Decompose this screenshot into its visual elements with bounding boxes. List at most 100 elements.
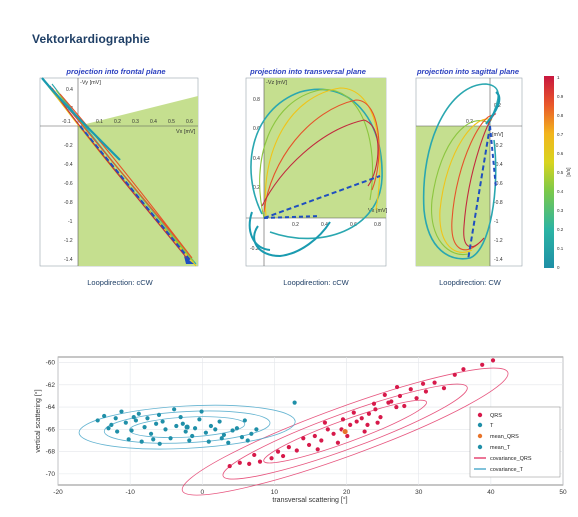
frontal-ytick-0: 0.4 bbox=[66, 87, 73, 93]
x-tick-label: 30 bbox=[415, 489, 423, 496]
qrs-point bbox=[382, 392, 387, 397]
legend-box bbox=[469, 406, 561, 478]
t-point bbox=[203, 430, 208, 435]
frontal-caption: Loopdirection: cCW bbox=[87, 278, 153, 287]
sagittal-ytick-4: -0.8 bbox=[494, 200, 503, 206]
transversal-title: projection into transversal plane bbox=[249, 67, 366, 76]
sagittal-ytick-7: -1.4 bbox=[494, 257, 503, 263]
frontal-ytick-2: -0.2 bbox=[64, 143, 73, 149]
t-point bbox=[239, 435, 245, 440]
t-point bbox=[168, 436, 173, 441]
qrs-point bbox=[423, 389, 429, 394]
qrs-point bbox=[322, 420, 328, 425]
legend-qrs-marker bbox=[477, 412, 483, 418]
legend-meant-marker bbox=[477, 444, 483, 450]
t-point bbox=[157, 441, 162, 446]
qrs-point bbox=[286, 445, 291, 450]
covariance-qrs-ellipse bbox=[222, 383, 468, 480]
legend-meanqrs-marker bbox=[477, 433, 483, 439]
t-point bbox=[106, 426, 111, 431]
t-point bbox=[292, 400, 297, 405]
qrs-point bbox=[257, 459, 263, 464]
frontal-xtick-2: 0.2 bbox=[114, 119, 121, 125]
t-point bbox=[95, 418, 100, 423]
scatter-points bbox=[95, 358, 496, 469]
frontal-ytick-3: -0.4 bbox=[64, 162, 73, 168]
qrs-point bbox=[312, 433, 317, 439]
qrs-point bbox=[389, 399, 394, 404]
frontal-ytick-4: -0.6 bbox=[64, 181, 73, 187]
x-tick-label: 10 bbox=[271, 489, 279, 496]
t-point bbox=[129, 428, 134, 433]
frontal-plane-fill bbox=[78, 96, 198, 266]
colorbar-tick-0: 1 bbox=[557, 75, 560, 80]
legend-covt-label: covariance_T bbox=[490, 467, 524, 473]
colorbar-tick-5: 0.5 bbox=[557, 170, 564, 175]
sagittal-mean-vector bbox=[467, 125, 491, 261]
transversal-t-vector bbox=[263, 215, 321, 219]
t-point bbox=[139, 439, 144, 444]
colorbar-tick-6: 0.4 bbox=[557, 189, 564, 194]
qrs-point bbox=[461, 367, 466, 372]
colorbar-tick-1: 0.9 bbox=[557, 94, 564, 99]
t-point bbox=[254, 427, 259, 432]
qrs-point bbox=[351, 410, 356, 415]
t-point bbox=[245, 438, 250, 443]
t-point bbox=[242, 418, 247, 423]
legend-qrs-label: QRS bbox=[490, 413, 502, 419]
frontal-ytick-6: -1 bbox=[68, 219, 73, 225]
qrs-point bbox=[331, 431, 336, 436]
sagittal-panel: projection into sagittal plane [mV] 0.2 … bbox=[415, 67, 523, 287]
covariance-qrs-ellipse bbox=[263, 399, 427, 464]
t-point bbox=[180, 421, 185, 426]
t-point bbox=[230, 428, 235, 433]
scatter-ticks: -20 -10 0 10 20 30 40 50 -60 -62 -64 -66 -68 -70 bbox=[46, 360, 567, 496]
t-point bbox=[174, 423, 179, 429]
t-point bbox=[113, 416, 118, 421]
colorbar-tick-9: 0.1 bbox=[557, 246, 564, 251]
qrs-point bbox=[359, 416, 364, 421]
qrs-point bbox=[373, 407, 378, 412]
x-tick-label: -20 bbox=[53, 489, 63, 496]
frontal-xtick-1: 0.1 bbox=[96, 119, 103, 125]
t-point bbox=[133, 418, 139, 423]
sagittal-plane-fill bbox=[416, 126, 490, 266]
frontal-xtick-6: 0.6 bbox=[186, 119, 193, 125]
x-tick-label: 20 bbox=[343, 489, 351, 496]
qrs-point bbox=[227, 463, 232, 469]
t-point bbox=[151, 437, 156, 442]
t-point bbox=[234, 426, 240, 431]
qrs-point bbox=[408, 387, 413, 392]
t-point bbox=[190, 433, 195, 439]
page-title: Vektorkardiographie bbox=[32, 32, 150, 46]
qrs-point bbox=[340, 417, 346, 422]
qrs-point bbox=[315, 447, 320, 452]
colorbar-tick-10: 0 bbox=[557, 265, 560, 270]
frontal-x-label: Vx [mV] bbox=[176, 129, 196, 135]
legend-meant-label: mean_T bbox=[490, 445, 511, 451]
t-point bbox=[208, 423, 214, 429]
t-point bbox=[217, 419, 222, 424]
t-point bbox=[102, 413, 107, 419]
frontal-xtick-0: -0.1 bbox=[62, 119, 71, 125]
qrs-point bbox=[348, 422, 353, 427]
covariance-t-ellipse bbox=[78, 404, 296, 450]
qrs-point bbox=[280, 453, 286, 459]
projection-panels: projection into frontal plane -Vy [mV] V… bbox=[39, 67, 572, 287]
qrs-point bbox=[269, 456, 274, 461]
transversal-panel: projection into transversal plane -Vz [m… bbox=[245, 67, 388, 287]
transversal-ytick-3: 0.2 bbox=[253, 185, 260, 191]
t-point bbox=[249, 431, 254, 436]
frontal-ytick-8: -1.4 bbox=[64, 257, 73, 263]
qrs-point bbox=[480, 362, 485, 367]
qrs-point bbox=[432, 380, 437, 385]
x-tick-label: -10 bbox=[125, 489, 135, 496]
t-point bbox=[192, 426, 198, 431]
transversal-ytick-0: 0.8 bbox=[253, 97, 260, 103]
scatter-x-label: transversal scattering [°] bbox=[272, 496, 347, 504]
t-point bbox=[206, 439, 211, 444]
covariance-ellipses bbox=[78, 367, 509, 496]
frontal-title: projection into frontal plane bbox=[65, 67, 165, 76]
transversal-mean-vector bbox=[263, 175, 381, 219]
y-tick-label: -68 bbox=[46, 449, 56, 456]
